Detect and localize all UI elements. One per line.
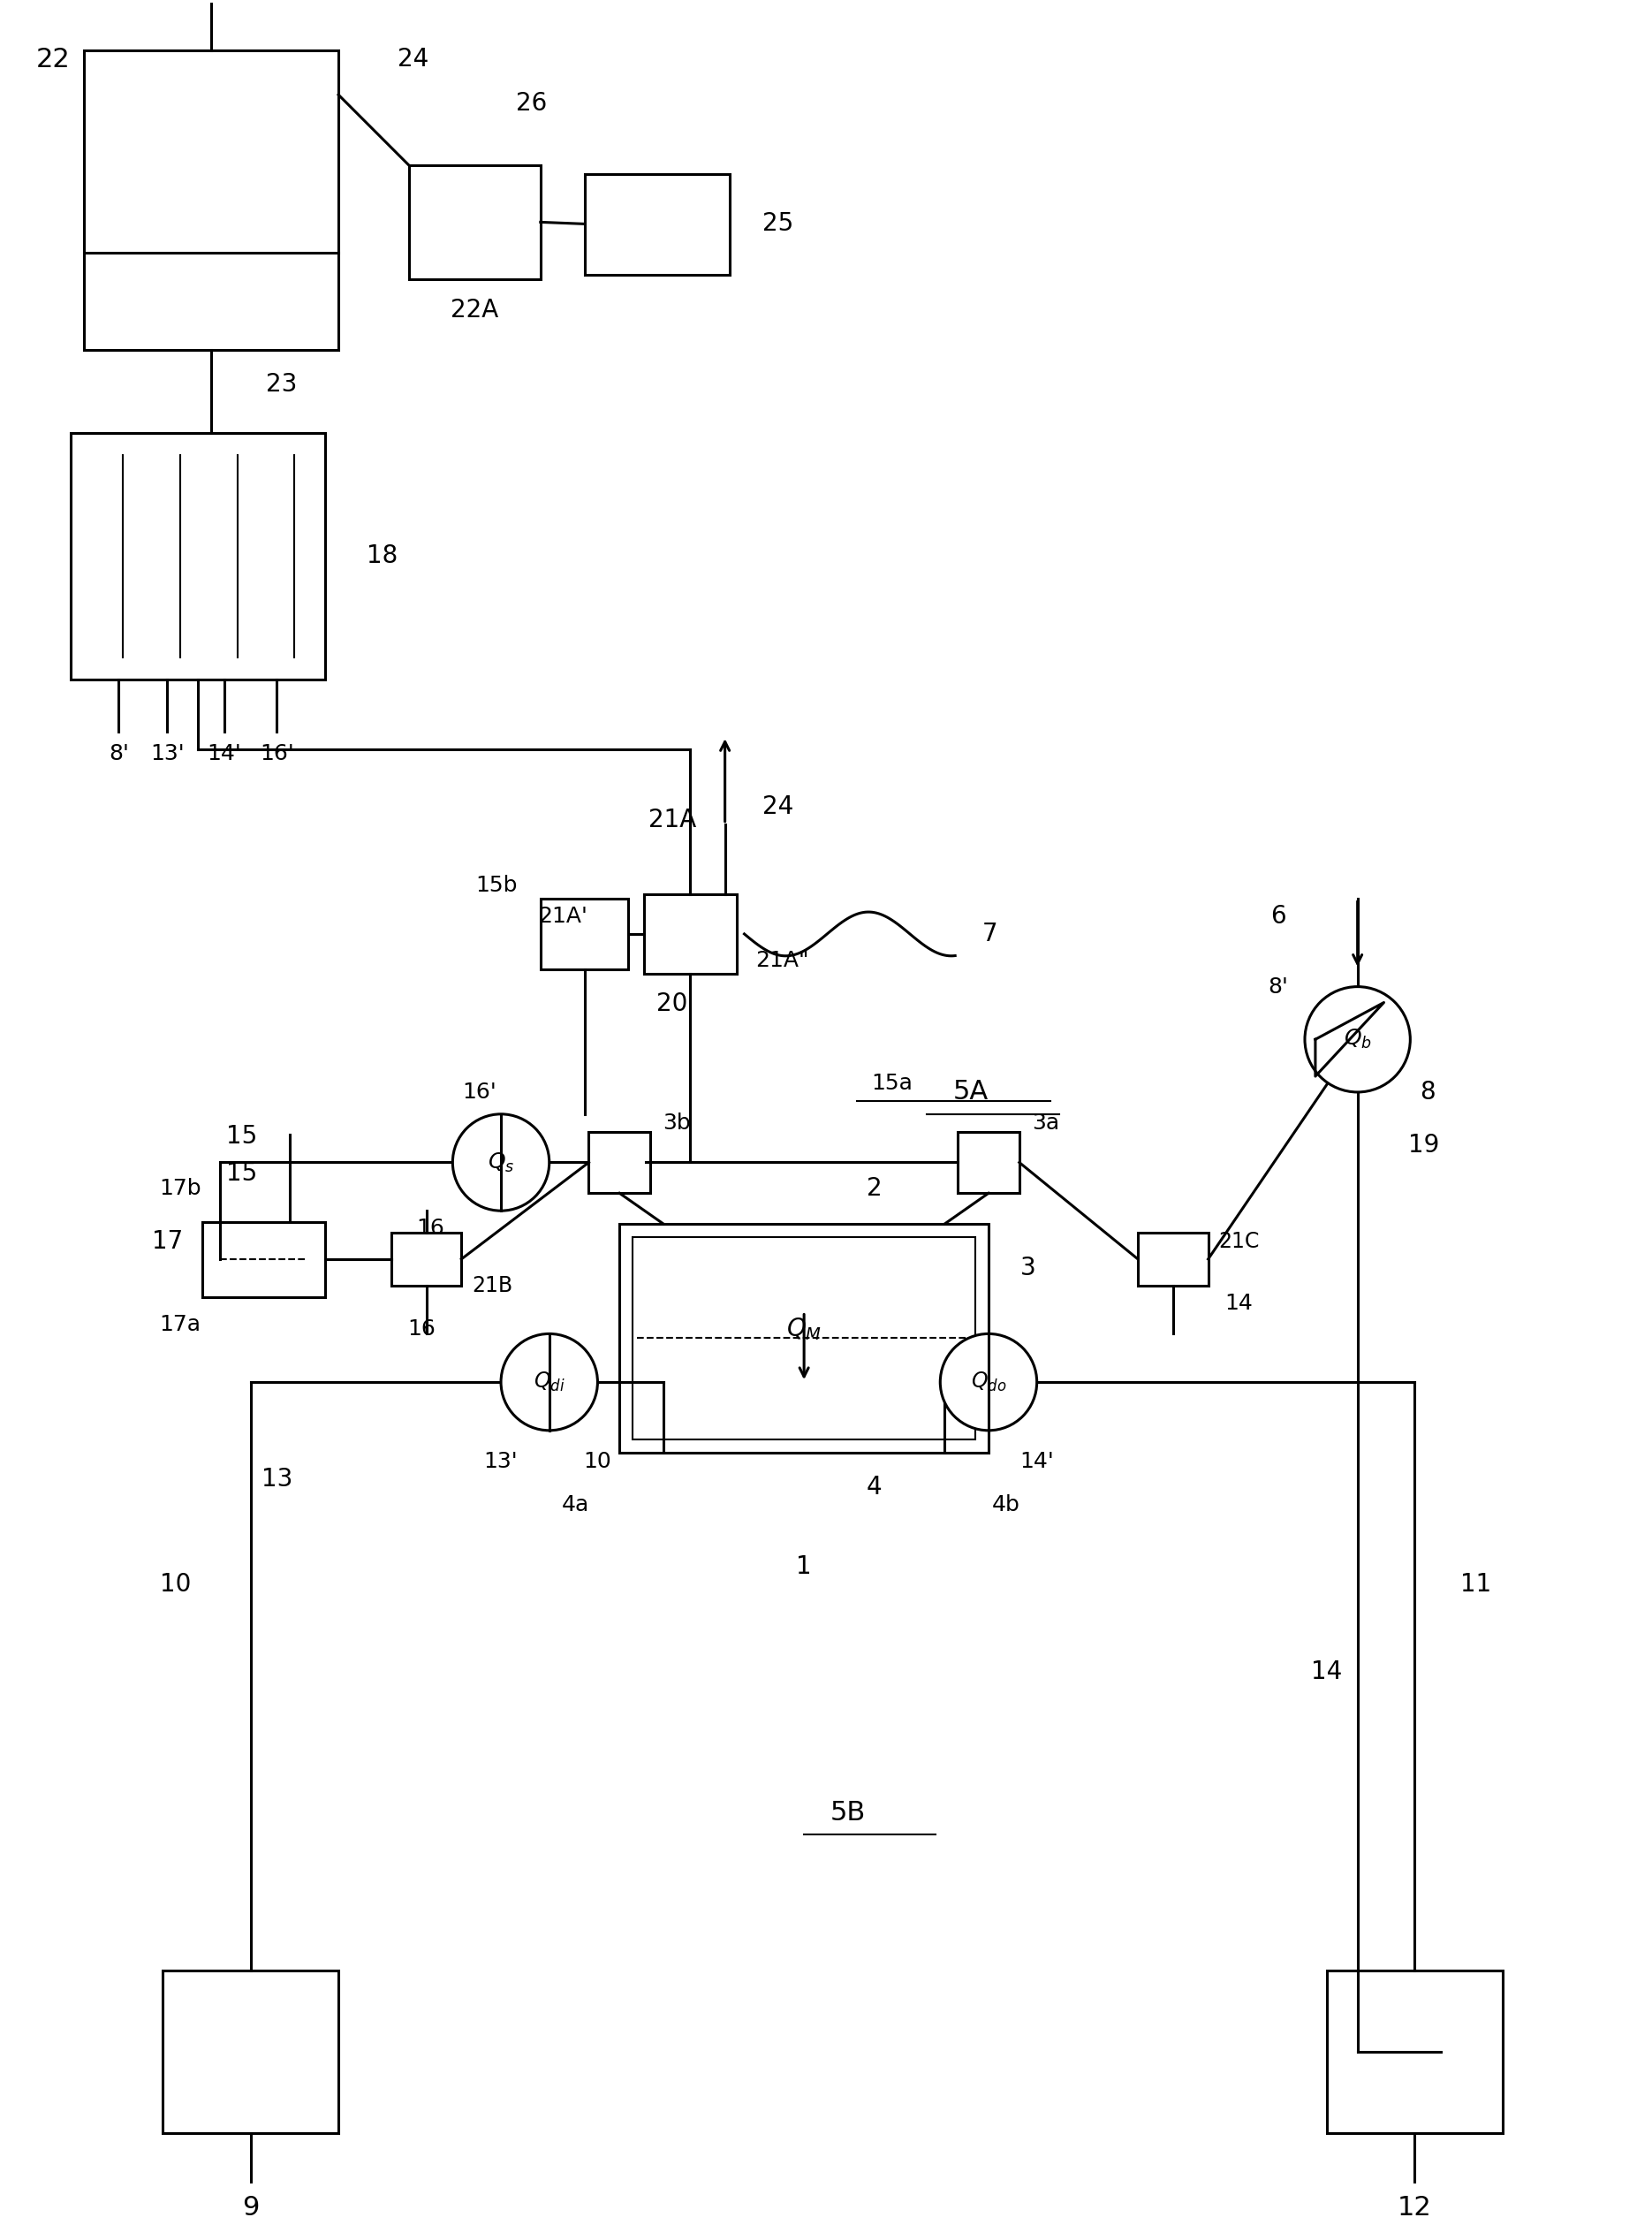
Bar <box>202 1222 325 1297</box>
Text: 4: 4 <box>867 1475 882 1500</box>
Text: 15a: 15a <box>871 1072 912 1095</box>
Bar <box>588 1133 651 1193</box>
Text: 21B: 21B <box>472 1275 512 1295</box>
Text: 15b: 15b <box>476 874 517 897</box>
Text: 10: 10 <box>160 1571 192 1598</box>
Bar <box>644 894 737 975</box>
Text: 8': 8' <box>109 743 129 765</box>
Text: 12: 12 <box>1398 2196 1432 2221</box>
Text: 18: 18 <box>367 543 398 567</box>
Text: 26: 26 <box>515 91 547 116</box>
Text: 3b: 3b <box>662 1112 691 1133</box>
Text: $Q_s$: $Q_s$ <box>487 1150 514 1175</box>
Bar <box>1327 1971 1502 2134</box>
Text: 4b: 4b <box>991 1495 1021 1515</box>
Circle shape <box>1305 986 1411 1092</box>
Text: 1: 1 <box>796 1555 811 1580</box>
Text: 24: 24 <box>398 47 428 71</box>
Text: 5B: 5B <box>831 1800 866 1824</box>
Text: $Q_{do}$: $Q_{do}$ <box>971 1371 1006 1393</box>
Text: 3a: 3a <box>1032 1112 1059 1133</box>
Text: 21C: 21C <box>1219 1230 1259 1253</box>
Text: 24: 24 <box>762 794 793 819</box>
Text: 16': 16' <box>259 743 294 765</box>
Text: 6: 6 <box>1270 903 1287 928</box>
Text: 14': 14' <box>1019 1451 1054 1471</box>
Text: 9: 9 <box>241 2196 259 2221</box>
Bar <box>84 51 339 349</box>
Text: 23: 23 <box>266 372 297 396</box>
Text: 17a: 17a <box>160 1315 202 1335</box>
Text: 2: 2 <box>867 1177 882 1202</box>
Text: 20: 20 <box>656 992 687 1017</box>
Text: 17b: 17b <box>159 1179 202 1199</box>
Bar <box>1138 1233 1208 1286</box>
Bar <box>633 1237 975 1440</box>
Text: 11: 11 <box>1460 1571 1492 1598</box>
Text: 3: 3 <box>1021 1255 1036 1279</box>
Text: $Q_{di}$: $Q_{di}$ <box>534 1371 565 1393</box>
Text: 21A": 21A" <box>755 950 809 970</box>
Text: 10: 10 <box>583 1451 611 1471</box>
Bar <box>392 1233 461 1286</box>
Bar <box>958 1133 1019 1193</box>
Bar <box>162 1971 339 2134</box>
Bar <box>540 899 628 970</box>
Bar <box>71 434 325 679</box>
Text: 13': 13' <box>484 1451 519 1471</box>
Text: 25: 25 <box>762 211 793 236</box>
Bar <box>408 165 540 280</box>
Text: 13': 13' <box>150 743 183 765</box>
Text: $Q_b$: $Q_b$ <box>1343 1028 1371 1050</box>
Text: 15: 15 <box>226 1124 258 1148</box>
Text: 16': 16' <box>463 1081 496 1104</box>
Text: 21A: 21A <box>648 808 695 832</box>
Circle shape <box>453 1115 548 1210</box>
Text: 17: 17 <box>152 1228 183 1255</box>
Text: 16: 16 <box>416 1217 444 1239</box>
Text: 14: 14 <box>1224 1293 1252 1313</box>
Text: 14': 14' <box>206 743 241 765</box>
Text: 13: 13 <box>261 1466 292 1491</box>
Circle shape <box>940 1333 1037 1431</box>
Bar <box>585 174 730 276</box>
Text: 22A: 22A <box>451 298 499 323</box>
Text: 8: 8 <box>1421 1079 1436 1104</box>
Text: $Q_M$: $Q_M$ <box>786 1317 821 1342</box>
Text: 16: 16 <box>408 1319 436 1339</box>
Text: 21A': 21A' <box>539 906 586 928</box>
Text: 4a: 4a <box>562 1495 590 1515</box>
Text: 15: 15 <box>226 1161 258 1186</box>
Text: 19: 19 <box>1408 1133 1439 1157</box>
Text: 5A: 5A <box>953 1079 990 1106</box>
Text: 22: 22 <box>36 47 69 73</box>
Circle shape <box>501 1333 598 1431</box>
Text: 14: 14 <box>1312 1660 1343 1684</box>
Text: 7: 7 <box>983 921 998 946</box>
Bar <box>620 1224 988 1453</box>
Text: 8': 8' <box>1269 977 1289 997</box>
